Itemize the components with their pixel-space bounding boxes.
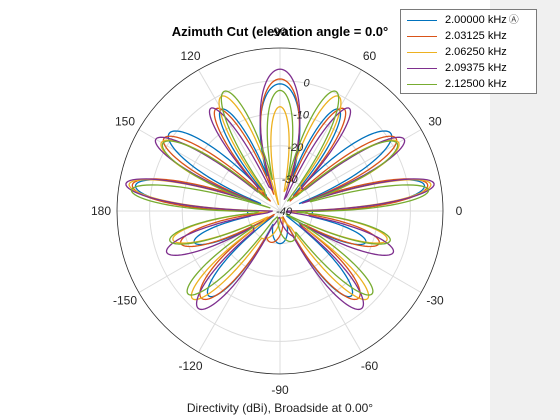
pin-icon[interactable]: Ⓐ: [508, 15, 519, 26]
radius-gridline: [181, 112, 379, 310]
pattern-curves: [125, 68, 435, 311]
angle-tick-label: 180: [91, 204, 111, 218]
legend-item[interactable]: 2.09375 kHz: [401, 61, 536, 76]
legend-label: 2.03125 kHz: [445, 30, 507, 42]
radius-gridline: [214, 145, 346, 277]
angle-tick-label: -90: [271, 383, 289, 397]
legend[interactable]: 2.00000 kHz Ⓐ 2.03125 kHz 2.06250 kHz 2.0937…: [400, 9, 537, 94]
angle-gridline: [279, 210, 362, 353]
legend-label: 2.00000 kHz Ⓐ: [445, 14, 519, 26]
radius-tick-label: -10: [293, 110, 310, 122]
legend-swatch: [407, 36, 437, 37]
angle-tick-label: 0: [456, 204, 463, 218]
legend-item[interactable]: 2.12500 kHz: [401, 77, 536, 92]
legend-item[interactable]: 2.03125 kHz: [401, 29, 536, 44]
legend-swatch: [407, 68, 437, 69]
radius-tick-label: -30: [282, 174, 299, 186]
angle-gridline: [279, 69, 362, 212]
outer-ring: [116, 47, 444, 375]
radius-tick-label: -20: [287, 142, 304, 154]
legend-swatch: [407, 84, 437, 85]
radius-tick-label: 0: [304, 78, 311, 90]
angle-tick-label: 60: [363, 49, 377, 63]
angle-tick-label: -120: [178, 359, 202, 373]
angle-tick-label: 120: [180, 49, 200, 63]
legend-label: 2.06250 kHz: [445, 46, 507, 58]
angle-tick-label: 150: [115, 115, 135, 129]
legend-item[interactable]: 2.00000 kHz Ⓐ: [401, 13, 536, 28]
x-axis-label: Directivity (dBi), Broadside at 0.00°: [187, 401, 373, 415]
legend-label: 2.12500 kHz: [445, 78, 507, 90]
angle-gridline: [198, 69, 281, 212]
angle-tick-label: -60: [361, 359, 379, 373]
angle-gridline: [198, 210, 281, 353]
legend-swatch: [407, 52, 437, 53]
chart-title: Azimuth Cut (elevation angle = 0.0°: [172, 24, 389, 39]
series-curve: [130, 89, 430, 296]
legend-swatch: [407, 20, 437, 21]
legend-item[interactable]: 2.06250 kHz: [401, 45, 536, 60]
angle-tick-label: 30: [428, 115, 442, 129]
radius-tick-label: -40: [276, 206, 293, 218]
angle-tick-label: 90: [273, 25, 287, 39]
angle-tick-labels: 0 30 60 90 120 150 180 -150 -120 -90 -60 -30: [91, 25, 463, 397]
angle-tick-label: -150: [113, 294, 137, 308]
radius-tick-labels: -40 -30 -20 -10 0: [276, 78, 310, 218]
series-curve: [125, 68, 435, 311]
angle-tick-label: -30: [426, 294, 444, 308]
legend-label: 2.09375 kHz: [445, 62, 507, 74]
radius-gridline: [149, 80, 411, 342]
